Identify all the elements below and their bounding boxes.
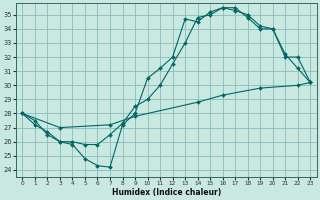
X-axis label: Humidex (Indice chaleur): Humidex (Indice chaleur)	[112, 188, 221, 197]
